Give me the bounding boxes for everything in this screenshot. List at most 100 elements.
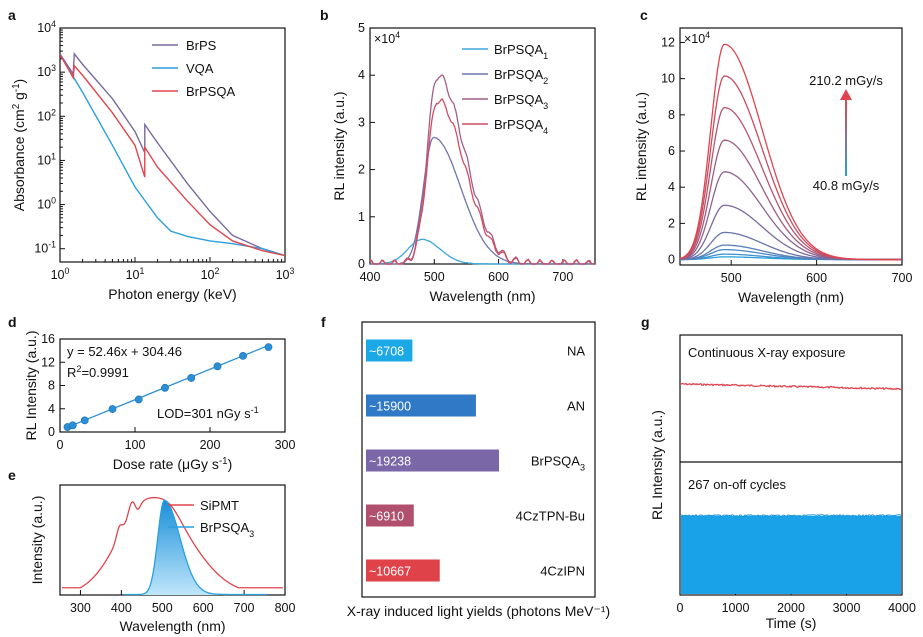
panel-c-ytick-label: 10 <box>661 72 675 86</box>
panel-f-xlabel: X-ray induced light yields (photons MeV⁻… <box>347 603 610 619</box>
panel-g-xtick-label: 2000 <box>777 601 805 615</box>
panel-b-ytick-label: 2 <box>358 163 365 177</box>
panel-e-xtick-label: 600 <box>193 601 214 615</box>
panel-f-bar <box>366 339 413 362</box>
panel-d-xlabel: Dose rate (μGy s-1) <box>113 456 233 473</box>
panel-e-xtick-label: 300 <box>70 601 91 615</box>
panel-b-ytick-label: 1 <box>358 210 365 224</box>
panel-g-xtick-label: 3000 <box>833 601 861 615</box>
panel-d-r2: R2=0.9991 <box>67 364 129 380</box>
panel-g-cycles-block <box>681 516 901 594</box>
panel-d-xtick-label: 300 <box>275 438 296 452</box>
panel-a-ylabel: Absorbance (cm2 g-1) <box>11 79 28 211</box>
panel-b-ytick-label: 5 <box>358 21 365 35</box>
panel-f-category-label: NA <box>567 344 585 359</box>
panel-c-arrowhead <box>840 89 852 100</box>
panel-d-point <box>161 383 169 392</box>
panel-f-bar-value: ~19238 <box>369 455 411 469</box>
panel-e-legend-label: BrPSQA3 <box>200 520 254 539</box>
panel-b-series-2 <box>370 136 595 265</box>
panel-label-d: d <box>8 314 17 330</box>
panel-c-annotation-top: 210.2 mGy/s <box>809 73 883 88</box>
panel-f-bar <box>366 449 499 472</box>
panel-b-ylabel: RL intensity (a.u.) <box>331 91 347 200</box>
panel-d-point <box>108 405 117 413</box>
panel-c-ylabel: RL intensity (a.u.) <box>633 92 649 201</box>
panel-c-ytick-label: 12 <box>661 35 675 49</box>
panel-d-ytick-label: 12 <box>41 355 55 369</box>
panel-b-xtick-label: 700 <box>552 270 573 284</box>
panel-a-xlabel: Photon energy (keV) <box>108 286 236 302</box>
panel-c-xlabel: Wavelength (nm) <box>738 289 844 305</box>
panel-d-equation: y = 52.46x + 304.46 <box>67 344 182 359</box>
panel-a-frame <box>59 27 286 263</box>
panel-d-ytick-label: 4 <box>48 402 55 416</box>
panel-a-ytick-label: 100 <box>37 196 56 212</box>
panel-d-xtick-label: 100 <box>125 438 146 452</box>
panel-b-ytick-label: 4 <box>358 68 365 82</box>
panel-b-legend-label: BrPSQA4 <box>494 117 548 136</box>
panel-b-ytick-label: 0 <box>358 257 365 271</box>
panel-g-xlabel: Time (s) <box>766 615 817 631</box>
panel-f-category-label: AN <box>567 399 585 414</box>
panel-a-series-brpsqa <box>60 54 285 257</box>
panel-b-multiplier: ×104 <box>374 30 400 46</box>
panel-e-xtick-label: 700 <box>234 601 255 615</box>
panel-f-bar <box>366 504 414 527</box>
panel-g-cycles-edge <box>680 513 902 518</box>
panel-e-xtick-label: 800 <box>275 601 296 615</box>
panel-b-legend-label: BrPSQA2 <box>494 67 548 86</box>
panel-a-legend-label: VQA <box>186 61 214 76</box>
panel-a-xtick-label: 100 <box>51 266 70 282</box>
panel-b-legend-label: BrPSQA1 <box>494 42 548 61</box>
panel-g-ylabel: RL Intensity (a.u.) <box>649 410 665 520</box>
panel-d-ylabel: RL Intensity (a.u.) <box>23 331 39 441</box>
panel-b-series-4 <box>369 98 595 265</box>
panel-f-bar <box>366 559 440 582</box>
panel-c-xtick-label: 600 <box>806 271 827 285</box>
panel-d-xtick-label: 0 <box>57 438 64 452</box>
panel-e-xtick-label: 500 <box>152 601 173 615</box>
panel-b-series-1 <box>370 238 595 265</box>
panel-f-bar-value: ~6910 <box>369 510 404 524</box>
panel-c-arrow <box>845 98 847 176</box>
panel-label-f: f <box>321 314 326 330</box>
panel-d-ytick-label: 16 <box>41 332 55 346</box>
panel-e-xlabel: Wavelength (nm) <box>119 618 225 634</box>
panel-e-series-brpsqa3 <box>123 499 267 596</box>
panel-b-ytick-label: 3 <box>358 115 365 129</box>
panel-c-ytick-label: 6 <box>668 144 675 158</box>
panel-f-category-label: 4CzIPN <box>540 564 585 579</box>
panel-d-point <box>80 416 89 425</box>
panel-c-ytick-label: 8 <box>668 108 675 122</box>
panel-b-xlabel: Wavelength (nm) <box>429 288 535 304</box>
panel-a-ytick-label: 104 <box>37 19 56 35</box>
panel-g-xtick-label: 0 <box>677 601 684 615</box>
panel-g-top-label: Continuous X-ray exposure <box>688 345 846 360</box>
panel-b-legend-label: BrPSQA3 <box>494 92 548 111</box>
panel-b-series-3 <box>369 74 595 265</box>
panel-a-series-brps <box>60 51 285 257</box>
panel-d-lod: LOD=301 nGy s-1 <box>157 405 259 421</box>
panel-f-bar-value: ~15900 <box>369 400 411 414</box>
panel-e-ylabel: Intensity (a.u.) <box>29 496 45 585</box>
panel-c-ytick-label: 0 <box>668 253 675 267</box>
panel-g-bottom-label: 267 on-off cycles <box>688 477 787 492</box>
panel-c-annotation-bottom: 40.8 mGy/s <box>813 178 880 193</box>
panel-label-b: b <box>320 7 329 23</box>
panel-a-ytick-label: 103 <box>37 63 56 79</box>
panel-label-c: c <box>640 7 648 23</box>
panel-d-point <box>187 374 196 382</box>
panel-b-xtick-label: 400 <box>360 270 381 284</box>
panel-b-xtick-label: 600 <box>488 270 509 284</box>
panel-g-xtick-label: 4000 <box>888 601 916 615</box>
panel-label-a: a <box>8 7 16 23</box>
panel-c-ytick-label: 4 <box>668 180 675 194</box>
panel-a-legend-label: BrPS <box>186 38 217 53</box>
panel-b-frame <box>369 27 596 265</box>
panel-c-xtick-label: 500 <box>721 271 742 285</box>
panel-d-point <box>264 343 273 352</box>
panel-a-legend-label: BrPSQA <box>186 84 235 99</box>
panel-e-xtick-label: 400 <box>111 601 132 615</box>
